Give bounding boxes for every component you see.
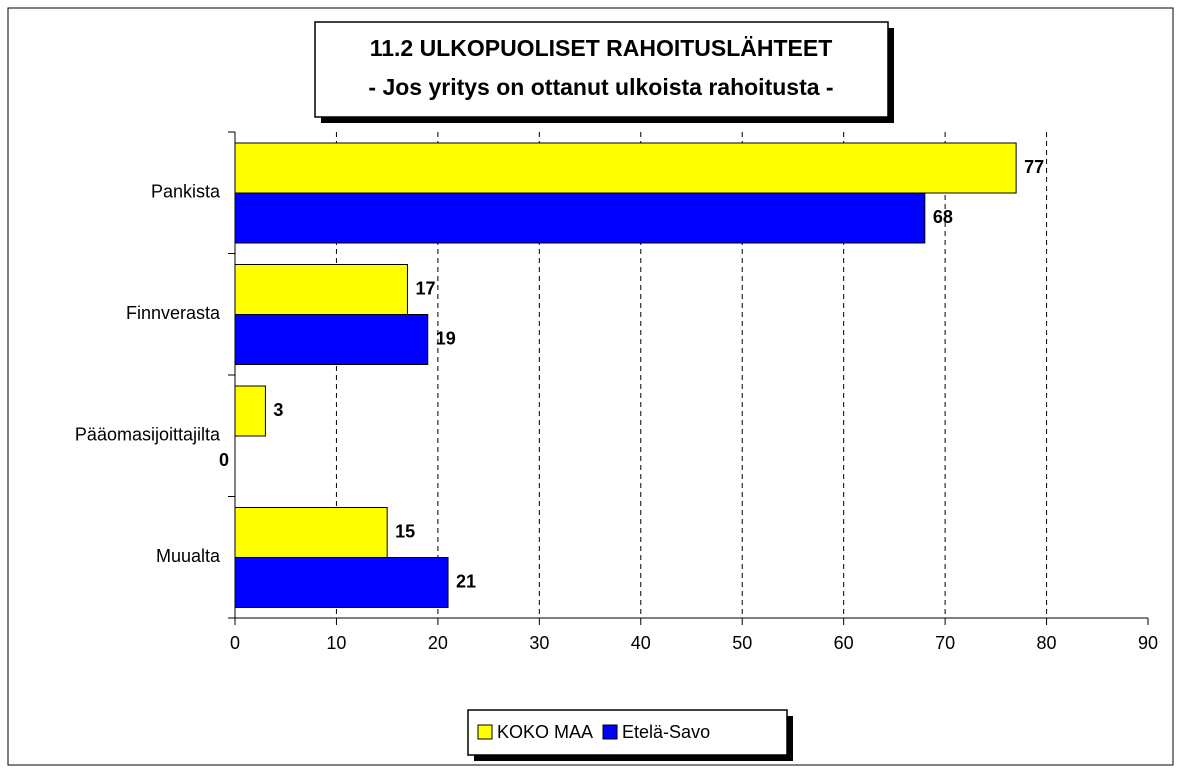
x-tick-label: 80 <box>1037 633 1057 653</box>
value-label: 0 <box>219 450 229 470</box>
legend-swatch <box>477 724 493 740</box>
y-tick-label: Pääomasijoittajilta <box>75 425 221 445</box>
bar <box>234 557 449 608</box>
value-label: 77 <box>1024 157 1044 177</box>
x-tick-label: 70 <box>935 633 955 653</box>
value-label: 68 <box>933 207 953 227</box>
bar <box>234 192 926 244</box>
legend-box <box>467 709 788 756</box>
x-tick-label: 20 <box>428 633 448 653</box>
x-tick-label: 90 <box>1138 633 1158 653</box>
x-tick-label: 60 <box>834 633 854 653</box>
chart-border <box>7 7 1174 766</box>
legend-label: KOKO MAA <box>497 722 593 742</box>
bar <box>234 507 388 558</box>
y-tick-label: Muualta <box>156 546 221 566</box>
x-tick-label: 30 <box>529 633 549 653</box>
value-label: 15 <box>395 521 415 541</box>
bar <box>234 314 429 365</box>
bar <box>234 385 266 437</box>
value-label: 3 <box>273 400 283 420</box>
x-tick-label: 0 <box>230 633 240 653</box>
chart-subtitle: - Jos yritys on ottanut ulkoista rahoitu… <box>368 74 833 100</box>
x-tick-label: 40 <box>631 633 651 653</box>
bar <box>234 264 408 315</box>
value-label: 21 <box>456 571 476 591</box>
y-tick-label: Pankista <box>151 182 221 202</box>
x-tick-label: 50 <box>732 633 752 653</box>
value-label: 17 <box>415 278 435 298</box>
bar <box>234 142 1017 194</box>
chart-title: 11.2 ULKOPUOLISET RAHOITUSLÄHTEET <box>370 35 833 61</box>
x-tick-label: 10 <box>326 633 346 653</box>
legend-swatch <box>602 724 618 740</box>
title-box <box>314 21 889 118</box>
y-tick-label: Finnverasta <box>126 303 221 323</box>
legend-label: Etelä-Savo <box>622 722 710 742</box>
value-label: 19 <box>436 328 456 348</box>
